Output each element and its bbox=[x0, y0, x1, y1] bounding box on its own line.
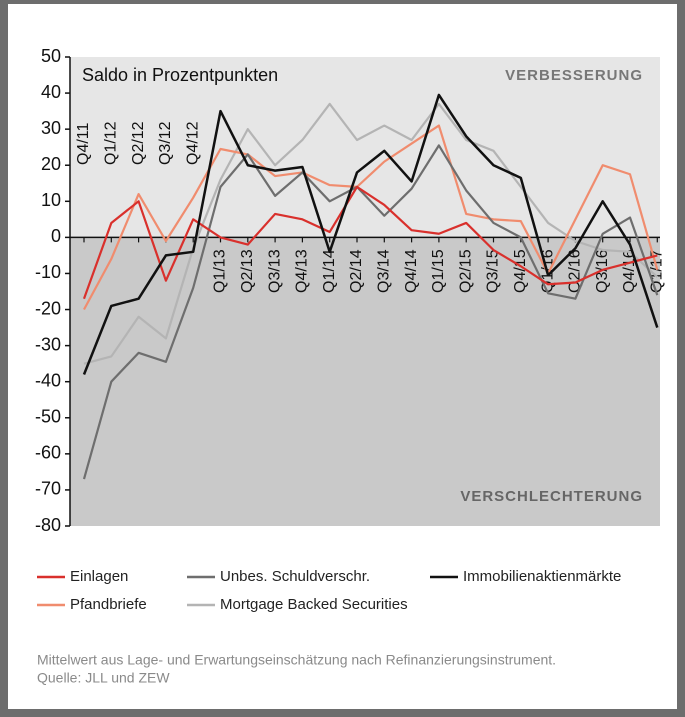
x-tick-label: Q1/15 bbox=[430, 249, 447, 293]
y-tick-label: 50 bbox=[41, 46, 61, 66]
lower-area bbox=[70, 237, 660, 526]
x-tick-label: Q3/14 bbox=[376, 249, 393, 293]
x-tick-label: Q4/12 bbox=[184, 121, 201, 165]
y-tick-label: 10 bbox=[41, 190, 61, 210]
y-tick-label: -60 bbox=[35, 443, 61, 463]
y-tick-label: -10 bbox=[35, 262, 61, 282]
x-tick-label: Q2/14 bbox=[348, 249, 365, 293]
y-tick-label: 40 bbox=[41, 82, 61, 102]
x-tick-label: Q1/12 bbox=[103, 121, 120, 165]
legend-label: Immobilienaktienmärkte bbox=[463, 568, 621, 585]
y-tick-label: 30 bbox=[41, 118, 61, 138]
y-tick-label: -20 bbox=[35, 298, 61, 318]
legend-label: Mortgage Backed Securities bbox=[220, 596, 408, 613]
series-line bbox=[82, 185, 658, 300]
x-tick-label: Q2/12 bbox=[130, 121, 147, 165]
y-tick-label: -30 bbox=[35, 334, 61, 354]
source: Quelle: JLL und ZEW bbox=[37, 670, 170, 686]
upper-area bbox=[70, 57, 660, 238]
x-tick-label: Q4/11 bbox=[75, 123, 92, 166]
x-tick-label: Q3/12 bbox=[157, 121, 174, 165]
x-tick-label: Q3/15 bbox=[485, 249, 502, 293]
x-tick-label: Q2/13 bbox=[239, 249, 256, 293]
x-tick-label: Q2/15 bbox=[457, 249, 474, 293]
lower-label: VERSCHLECHTERUNG bbox=[460, 488, 643, 505]
series-line bbox=[83, 102, 659, 365]
y-tick-label: 0 bbox=[51, 226, 61, 246]
y-tick-label: -50 bbox=[35, 407, 61, 427]
x-tick-label: Q1/13 bbox=[212, 249, 229, 293]
legend-label: Unbes. Schuldverschr. bbox=[220, 568, 370, 585]
x-tick-label: Q1/14 bbox=[321, 249, 338, 293]
x-tick-label: Q4/15 bbox=[512, 249, 529, 293]
legend-label: Pfandbriefe bbox=[70, 596, 147, 613]
legend-label: Einlagen bbox=[70, 568, 128, 585]
y-tick-label: -40 bbox=[35, 370, 61, 390]
x-tick-label: Q3/13 bbox=[266, 249, 283, 293]
x-tick-label: Q4/14 bbox=[403, 249, 420, 293]
note: Mittelwert aus Lage- und Erwartungseinsc… bbox=[37, 652, 556, 668]
y-tick-label: 20 bbox=[41, 154, 61, 174]
x-tick-label: Q4/13 bbox=[294, 249, 311, 293]
y-tick-label: -70 bbox=[35, 479, 61, 499]
upper-label: VERBESSERUNG bbox=[505, 67, 643, 84]
series-line bbox=[83, 124, 659, 311]
y-tick-label: -80 bbox=[35, 515, 61, 535]
series-line bbox=[82, 93, 659, 375]
series-line bbox=[82, 144, 659, 480]
annotation: Saldo in Prozentpunkten bbox=[82, 65, 278, 85]
